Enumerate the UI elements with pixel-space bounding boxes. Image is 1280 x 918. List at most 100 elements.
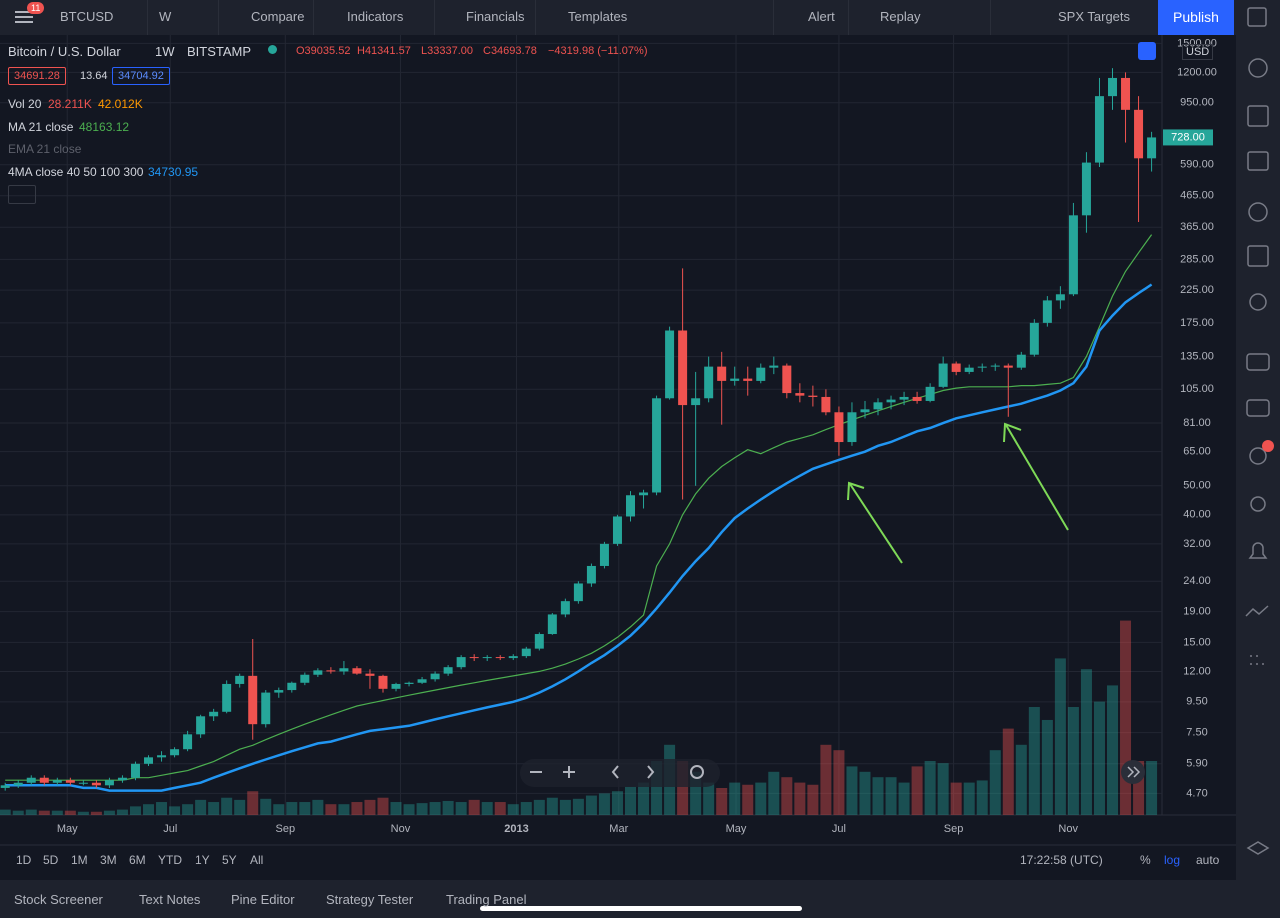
- percent-toggle[interactable]: %: [1140, 853, 1151, 867]
- volume-bar: [64, 810, 76, 815]
- toolbar-item[interactable]: Compare: [251, 9, 305, 24]
- volume-bar: [442, 800, 454, 815]
- icon[interactable]: [1247, 245, 1269, 267]
- candle-body: [313, 670, 323, 675]
- volume-bar: [677, 761, 689, 815]
- volume-bar: [611, 791, 623, 815]
- tab[interactable]: Text Notes: [139, 892, 201, 907]
- candle-body: [117, 777, 127, 781]
- candle-body: [469, 657, 479, 659]
- volume-bar: [794, 782, 806, 815]
- volume-bar: [116, 809, 128, 815]
- range-button[interactable]: YTD: [158, 853, 182, 867]
- y-tick-label: 1500.00: [1177, 37, 1217, 49]
- icon[interactable]: [1246, 353, 1270, 371]
- candle-body: [730, 378, 740, 381]
- candle-body: [886, 399, 896, 403]
- y-tick-label: 40.00: [1183, 509, 1211, 521]
- candle-body: [248, 675, 258, 725]
- toolbar-item[interactable]: Alert: [808, 9, 835, 24]
- candle-body: [404, 682, 414, 684]
- scroll-icon: [1127, 766, 1141, 778]
- range-button[interactable]: 1Y: [195, 853, 210, 867]
- icon[interactable]: [1249, 447, 1267, 465]
- icon[interactable]: [1248, 542, 1268, 559]
- auto-toggle[interactable]: auto: [1196, 853, 1220, 867]
- y-tick-label: 24.00: [1183, 575, 1211, 587]
- nav-icons[interactable]: [530, 765, 655, 779]
- candle-body: [1147, 137, 1157, 159]
- range-button[interactable]: 5D: [43, 853, 59, 867]
- sync-button[interactable]: [1138, 42, 1156, 60]
- sidebar-icons[interactable]: [1245, 7, 1270, 855]
- icon[interactable]: [1247, 151, 1269, 171]
- volume-bar: [1041, 719, 1053, 815]
- y-tick-label: 65.00: [1183, 446, 1211, 458]
- navigation-controls[interactable]: [520, 759, 1145, 787]
- collapse-legend[interactable]: [8, 185, 36, 204]
- candle-body: [130, 763, 140, 778]
- candle-body: [1055, 294, 1065, 301]
- currency[interactable]: USD: [1182, 44, 1214, 60]
- volume-bar: [963, 782, 975, 815]
- ohlc-low: L33337.00: [421, 45, 473, 57]
- icon[interactable]: [1248, 202, 1268, 222]
- volume-bar: [729, 782, 741, 815]
- tab[interactable]: Pine Editor: [231, 892, 295, 907]
- toolbar-item[interactable]: Financials: [466, 9, 525, 24]
- candle-body: [196, 716, 206, 735]
- y-tick-label: 175.00: [1180, 317, 1214, 329]
- range-button[interactable]: All: [250, 853, 264, 867]
- volume-bar: [1133, 761, 1145, 815]
- toolbar-item[interactable]: Replay: [880, 9, 921, 24]
- volume-bar: [325, 804, 337, 815]
- candle-body: [1016, 354, 1026, 368]
- range-button[interactable]: 1D: [16, 853, 32, 867]
- range-button[interactable]: 6M: [129, 853, 146, 867]
- tab[interactable]: Trading Panel: [446, 892, 527, 907]
- separator: [848, 0, 849, 35]
- tab[interactable]: Strategy Tester: [326, 892, 414, 907]
- tab[interactable]: Stock Screener: [14, 892, 103, 907]
- toolbar-item[interactable]: Indicators: [347, 9, 404, 24]
- toolbar-item[interactable]: Templates: [568, 9, 628, 24]
- volume-bar: [859, 771, 871, 815]
- icon[interactable]: [1250, 655, 1264, 665]
- ohlc-open: O39035.52: [296, 45, 351, 57]
- candle-body: [352, 668, 362, 674]
- volume-value: 28.211K: [48, 97, 92, 111]
- volume-bar: [546, 797, 558, 815]
- range-button[interactable]: 5Y: [222, 853, 237, 867]
- icon[interactable]: [1248, 58, 1268, 78]
- volume-bar: [507, 804, 519, 815]
- candle-body: [665, 330, 675, 399]
- candle-body: [912, 396, 922, 401]
- layout-name[interactable]: SPX Targets: [1058, 9, 1131, 24]
- separator: [990, 0, 991, 35]
- log-toggle[interactable]: log: [1164, 853, 1181, 867]
- volume-bar: [90, 811, 102, 815]
- candle-body: [1134, 109, 1144, 159]
- interval[interactable]: W: [159, 9, 172, 24]
- publish-button[interactable]: Publish: [1158, 0, 1234, 35]
- reset-icon[interactable]: [690, 765, 704, 779]
- candle-body: [1081, 162, 1091, 216]
- candle-body: [860, 409, 870, 413]
- icon[interactable]: [1250, 496, 1266, 512]
- symbol[interactable]: BTCUSD: [60, 9, 114, 24]
- icon[interactable]: [1247, 7, 1267, 27]
- icon[interactable]: [1246, 399, 1270, 417]
- range-button[interactable]: 1M: [71, 853, 88, 867]
- icon[interactable]: [1245, 605, 1269, 617]
- icon[interactable]: [1246, 841, 1270, 855]
- range-button[interactable]: 3M: [100, 853, 117, 867]
- volume-bar: [898, 782, 910, 815]
- legend-interval: 1W: [155, 44, 175, 59]
- candle-body: [1094, 96, 1104, 163]
- icon[interactable]: [1249, 293, 1267, 311]
- candle-body: [795, 393, 805, 396]
- volume-bar: [638, 782, 650, 815]
- icon[interactable]: [1247, 105, 1269, 127]
